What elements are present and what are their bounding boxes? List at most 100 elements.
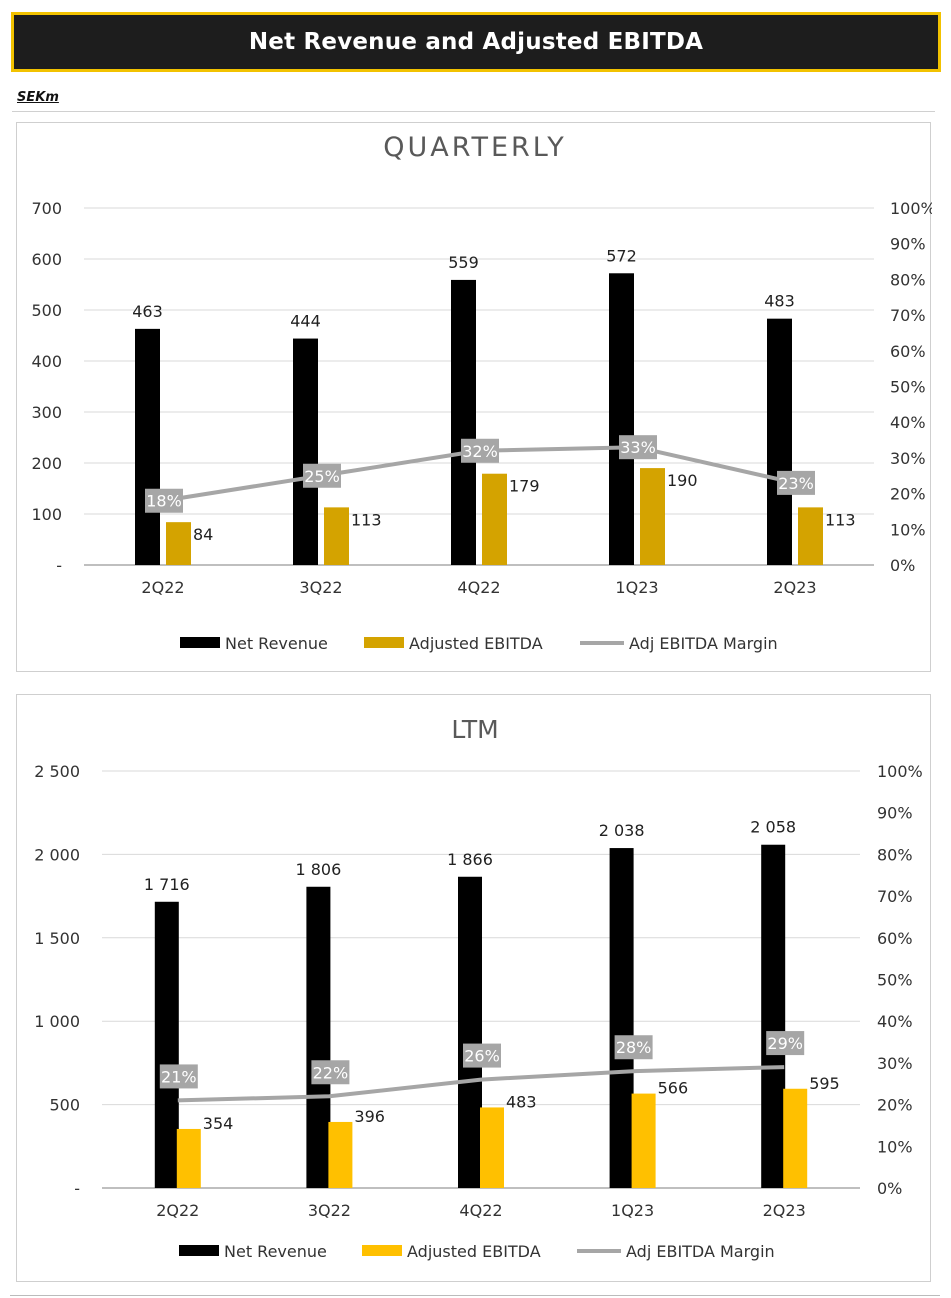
legend-swatch-net-revenue (179, 1245, 219, 1256)
adjusted-ebitda-bar (324, 507, 349, 565)
y-axis-right-tick: 50% (877, 971, 913, 990)
adjusted-ebitda-bar (482, 473, 507, 565)
y-axis-left-tick: 100 (31, 505, 62, 524)
adjusted-ebitda-bar (631, 1093, 656, 1188)
net-revenue-data-label: 2 058 (750, 818, 796, 837)
net-revenue-bar (135, 328, 160, 565)
margin-label-box (619, 435, 657, 460)
adjusted-ebitda-data-label: 354 (203, 1114, 234, 1133)
y-axis-left-tick: - (74, 1179, 80, 1198)
y-axis-right-tick: 80% (877, 845, 913, 864)
x-axis-category-label: 3Q22 (308, 1201, 351, 1220)
y-axis-right-tick: 70% (890, 306, 926, 325)
title-bar: Net Revenue and Adjusted EBITDA (11, 12, 941, 72)
legend-swatch-adjusted-ebitda (362, 1245, 402, 1256)
y-axis-left-tick: 500 (31, 301, 62, 320)
ltm-chart-panel: LTM - 500 1 000 1 500 2 000 2 500 0% 10% 20% 30% 40… (16, 694, 931, 1282)
legend-label-net-revenue: Net Revenue (224, 1242, 327, 1261)
net-revenue-bar (609, 848, 634, 1188)
adjusted-ebitda-bar (176, 1128, 201, 1188)
legend-label-margin: Adj EBITDA Margin (626, 1242, 775, 1261)
y-axis-right-tick: 40% (877, 1012, 913, 1031)
adjusted-ebitda-bar (480, 1107, 504, 1188)
y-axis-left-tick: 2 000 (34, 845, 80, 864)
adjusted-ebitda-bar (783, 1088, 808, 1188)
x-axis-category-label: 2Q23 (763, 1201, 806, 1220)
adjusted-ebitda-data-label: 84 (193, 525, 213, 544)
adj-ebitda-margin-line (177, 1065, 785, 1103)
net-revenue-bar (767, 318, 792, 565)
adjusted-ebitda-data-label: 113 (351, 510, 382, 529)
y-axis-right-tick: 90% (877, 804, 913, 823)
y-axis-right-tick: 0% (877, 1179, 902, 1198)
adjusted-ebitda-bar (798, 507, 823, 565)
margin-label-box (777, 470, 815, 495)
unit-label: SEKm (17, 90, 59, 105)
chart-title: LTM (451, 715, 498, 744)
legend-label-adjusted-ebitda: Adjusted EBITDA (409, 634, 543, 653)
y-axis-left-tick: 2 500 (34, 762, 80, 781)
y-axis-right-tick: 40% (890, 413, 926, 432)
adjusted-ebitda-bar (640, 468, 665, 565)
y-axis-right-tick: 10% (890, 520, 926, 539)
margin-data-label: 22% (313, 1063, 349, 1082)
adjusted-ebitda-data-label: 595 (809, 1074, 840, 1093)
adjusted-ebitda-data-label: 483 (506, 1092, 537, 1111)
legend-swatch-net-revenue (180, 637, 220, 648)
x-axis-category-label: 2Q22 (156, 1201, 199, 1220)
margin-data-label: 21% (161, 1067, 197, 1086)
y-axis-right-tick: 20% (877, 1096, 913, 1115)
x-axis-category-label: 1Q23 (611, 1201, 654, 1220)
net-revenue-bar (458, 876, 482, 1188)
y-axis-right-tick: 60% (890, 342, 926, 361)
legend-label-adjusted-ebitda: Adjusted EBITDA (407, 1242, 541, 1261)
margin-label-box (145, 488, 183, 513)
margin-data-label: 28% (616, 1038, 652, 1057)
margin-label-box (303, 463, 341, 488)
net-revenue-data-label: 483 (764, 292, 795, 311)
x-axis-category-label: 1Q23 (615, 578, 658, 597)
y-axis-left-tick: 1 500 (34, 929, 80, 948)
y-axis-right-tick: 30% (890, 449, 926, 468)
net-revenue-bar (609, 273, 634, 565)
margin-data-label: 23% (778, 474, 814, 493)
y-axis-left-tick: 700 (31, 199, 62, 218)
y-axis-right-tick: 30% (877, 1054, 913, 1073)
adjusted-ebitda-bar (166, 522, 191, 565)
adjusted-ebitda-data-label: 113 (825, 510, 856, 529)
x-axis-category-label: 2Q23 (773, 578, 816, 597)
quarterly-chart: QUARTERLY - 100 200 300 400 500 600 700 0% 10% 20% 3… (31, 132, 932, 653)
page-title: Net Revenue and Adjusted EBITDA (248, 29, 704, 55)
net-revenue-data-label: 1 866 (447, 850, 493, 869)
y-axis-right-tick: 50% (890, 378, 926, 397)
net-revenue-data-label: 463 (132, 302, 163, 321)
legend-label-margin: Adj EBITDA Margin (629, 634, 778, 653)
net-revenue-data-label: 1 806 (295, 860, 341, 879)
divider (10, 1295, 940, 1296)
divider (12, 111, 935, 112)
net-revenue-bar (451, 279, 476, 565)
margin-data-label: 33% (620, 438, 656, 457)
margin-data-label: 25% (304, 467, 340, 486)
adjusted-ebitda-data-label: 566 (658, 1079, 689, 1098)
x-axis-category-label: 4Q22 (457, 578, 500, 597)
y-axis-left-tick: 300 (31, 403, 62, 422)
net-revenue-bar (761, 844, 786, 1188)
margin-label-box (614, 1035, 653, 1060)
adjusted-ebitda-data-label: 396 (354, 1107, 385, 1126)
margin-label-box (311, 1060, 350, 1085)
margin-data-label: 29% (767, 1034, 803, 1053)
margin-label-box (159, 1064, 198, 1089)
y-axis-right-tick: 20% (890, 485, 926, 504)
net-revenue-bar (293, 338, 318, 565)
margin-label-box (461, 438, 499, 463)
y-axis-right-tick: 90% (890, 235, 926, 254)
y-axis-right-tick: 70% (877, 887, 913, 906)
y-axis-left-tick: 600 (31, 250, 62, 269)
margin-label-box (766, 1031, 805, 1056)
y-axis-right-tick: 0% (890, 556, 915, 575)
y-axis-right-tick: 80% (890, 270, 926, 289)
net-revenue-data-label: 444 (290, 312, 321, 331)
chart-title: QUARTERLY (383, 132, 567, 163)
x-axis-category-label: 3Q22 (299, 578, 342, 597)
